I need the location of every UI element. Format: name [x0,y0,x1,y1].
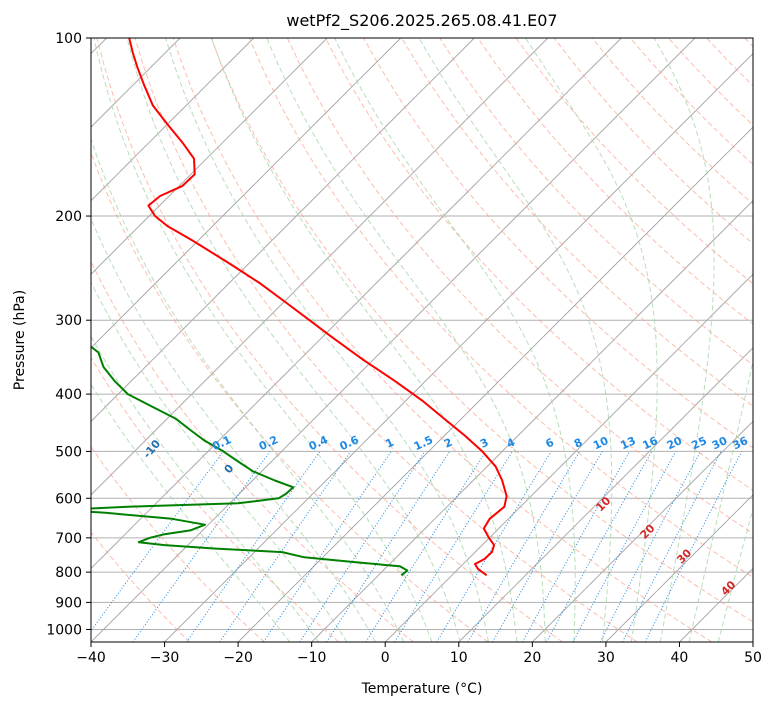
moist-adiabat-line [91,383,291,642]
y-tick-label: 1000 [46,622,82,638]
x-tick-label: −10 [297,650,327,666]
moist-adiabat-line [91,335,319,642]
x-tick-label: 0 [381,650,390,666]
x-tick-label: 20 [523,650,541,666]
y-tick-label: 200 [55,209,82,225]
isotherm-line [384,273,753,642]
dry-adiabat-line [91,531,191,642]
mixing-ratio-label: 13 [618,434,637,452]
moist-adiabat-line [524,38,658,642]
moist-adiabat-line [266,38,546,642]
moist-adiabat-line [91,281,348,642]
mixing-ratio-label: 10 [591,434,611,452]
dry-adiabat-line [172,38,713,642]
isotherm-line [164,52,753,642]
moist-adiabat-line [653,38,715,642]
x-tick-label: 50 [744,650,762,666]
moist-adiabat-line [211,38,518,642]
chart-title: wetPf2_S206.2025.265.08.41.E07 [286,11,557,31]
mixing-ratio-label: 16 [641,434,661,452]
y-tick-label: 800 [55,565,82,581]
mixing-ratio-line [91,451,224,632]
x-axis-title: Temperature (°C) [361,681,483,697]
mixing-ratio-line [365,451,487,642]
mixing-ratio-line [436,451,552,642]
mixing-ratio-line [394,451,513,642]
isotherm-line [679,567,753,642]
x-tick-label: −20 [223,650,253,666]
isotherm-line [531,420,753,642]
mixing-ratio-label: 36 [731,434,751,452]
mixing-ratio-line [467,451,581,642]
mixing-ratio-line [644,451,743,642]
dry-adiabat-line [477,38,753,325]
dry-adiabat-line [515,38,753,285]
x-tick-label: −40 [76,650,106,666]
y-axis-title: Pressure (hPa) [12,290,28,390]
x-tick-label: 30 [597,650,615,666]
y-tick-label: 400 [55,387,82,403]
moist-adiabat-line [93,38,433,642]
x-tick-label: 10 [450,650,468,666]
dry-adiabat-line [96,38,563,642]
moist-adiabat-line [91,137,405,642]
y-tick-label: 900 [55,595,82,611]
y-tick-label: 100 [55,31,82,47]
mixing-ratio-label: 25 [689,434,708,452]
dry-adiabat-line [134,38,638,642]
isotherm-line [91,38,549,496]
dry-adiabat-line [248,38,753,578]
x-tick-label: −30 [150,650,180,666]
y-tick-label: 600 [55,491,82,507]
mixing-ratio-line [599,451,702,642]
isotherm-line [91,38,622,570]
isotherm-line [311,199,753,642]
dry-adiabat-line [91,356,340,642]
plot-area [91,38,753,642]
moist-adiabat-line [688,358,753,642]
mixing-ratio-line [326,451,451,642]
isotherm-line [237,126,753,642]
y-tick-label: 300 [55,313,82,329]
mixing-ratio-line [622,451,722,642]
mixing-ratio-line [299,451,426,642]
dry-adiabat-line [91,151,489,642]
mixing-ratio-label: 30 [710,434,730,452]
y-tick-label: 500 [55,444,82,460]
moist-adiabat-line [717,506,753,642]
mixing-ratio-line [522,451,631,642]
moist-adiabat-line [126,38,461,642]
axes: −40 −30 −20 −10 0 10 20 30 40 50 100 200 300 400 500 60… [46,31,762,666]
isotherm-line [458,347,753,642]
moist-adiabat-line [334,38,576,642]
y-tick-label: 700 [55,531,82,547]
profile-lines [91,38,508,577]
temperature-profile [128,38,508,577]
dry-adiabat-line [401,38,753,407]
mixing-ratio-label: 20 [665,434,685,452]
dry-adiabat-line [325,38,753,491]
moist-adiabat-line [418,38,613,642]
moist-adiabat-line [165,38,489,642]
mixing-ratio-line [263,451,392,642]
plot-frame [90,37,754,643]
dry-adiabat-line [210,38,753,623]
dewpoint-profile [91,345,409,577]
background-lines [91,38,753,642]
moist-adiabat-line [91,217,376,642]
x-tick-label: 40 [671,650,689,666]
isotherm-line [91,38,475,423]
dry-adiabat-line [91,260,414,642]
dry-adiabat-line [91,445,265,642]
isotherm-line [91,38,402,349]
